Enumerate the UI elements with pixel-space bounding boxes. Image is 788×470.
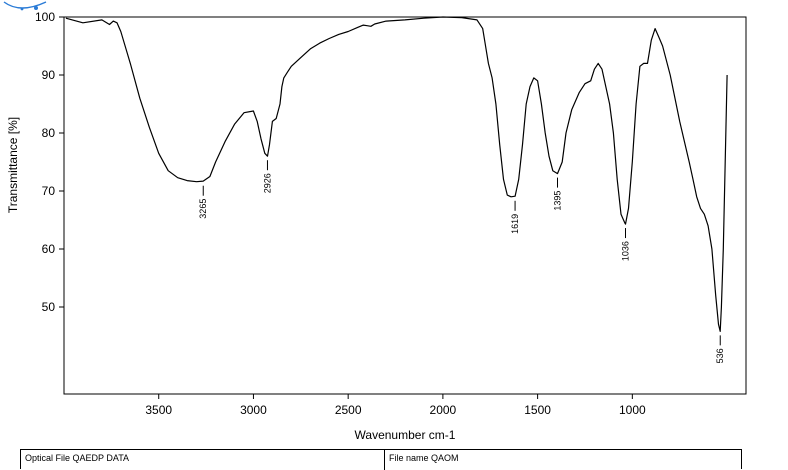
x-tick-label: 1500 <box>524 403 551 417</box>
info-divider <box>384 450 385 470</box>
file-name-label: File name QAOM <box>389 453 459 463</box>
y-tick-label: 70 <box>42 184 56 198</box>
x-tick-label: 1000 <box>619 403 646 417</box>
y-tick-label: 80 <box>42 126 56 140</box>
x-axis: 3500 3000 2500 2000 1500 1000 <box>145 394 646 417</box>
plot-border <box>63 16 747 395</box>
peak-label: 1619 <box>510 214 520 234</box>
peak-label: 3265 <box>198 199 208 219</box>
peak-label: 1036 <box>620 241 630 261</box>
y-tick-label: 90 <box>42 68 56 82</box>
spectrum-line <box>65 16 728 332</box>
y-tick-label: 50 <box>42 300 56 314</box>
optical-file-label: Optical File QAEDP DATA <box>25 453 130 463</box>
peak-label: 2926 <box>263 173 273 193</box>
x-tick-label: 2500 <box>335 403 362 417</box>
y-tick-label: 60 <box>42 242 56 256</box>
peak-annotations: 3265 2926 1619 1395 1036 536 <box>198 160 725 363</box>
file-info-box: Optical File QAEDP DATA File name QAOM <box>20 449 742 470</box>
peak-label: 1395 <box>553 191 563 211</box>
series-layer <box>65 16 728 332</box>
x-tick-label: 3500 <box>145 403 172 417</box>
y-axis-title: Transmittance [%] <box>6 117 20 213</box>
logo-icon <box>3 1 47 11</box>
ftir-spectrum-chart: 50 60 70 80 90 100 3500 3000 2500 2000 1500 1000 3… <box>6 10 747 442</box>
y-axis: 50 60 70 80 90 100 <box>35 10 64 314</box>
x-tick-label: 2000 <box>430 403 457 417</box>
peak-label: 536 <box>715 348 725 363</box>
x-axis-title: Wavenumber cm-1 <box>355 428 456 442</box>
plot-frame <box>63 16 747 395</box>
y-tick-label: 100 <box>35 10 55 24</box>
x-tick-label: 3000 <box>240 403 267 417</box>
